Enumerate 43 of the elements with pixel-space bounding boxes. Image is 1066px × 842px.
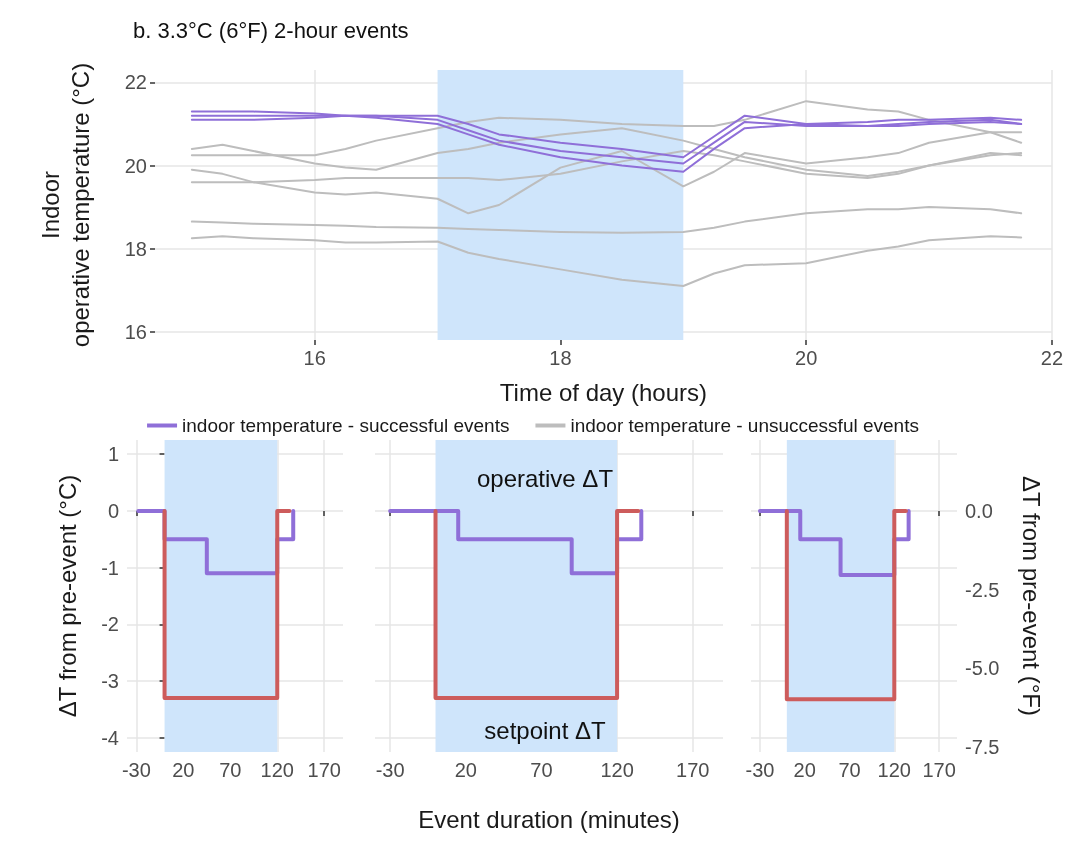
y-tick-label: -2: [101, 613, 119, 636]
y-axis-title: ΔT from pre-event (°C): [53, 474, 81, 718]
x-tick-label: 170: [307, 759, 341, 781]
y-tick-label: 20: [124, 154, 147, 177]
x-tick-label: 120: [877, 759, 911, 781]
annotation: operative ΔT: [476, 464, 614, 492]
x-tick-label: 20: [795, 347, 818, 369]
x-tick-label: 120: [600, 759, 634, 781]
y-axis-title: Indoor operative temperature (°C): [36, 62, 94, 348]
text: -7.5: [965, 736, 1000, 759]
x-tick-label: 70: [838, 759, 861, 781]
chart-title: b. 3.3°C (6°F) 2-hour events: [133, 17, 409, 43]
x-tick-label: -30: [121, 759, 151, 781]
x-tick-label: 70: [219, 759, 242, 781]
y-tick-label: -4: [101, 726, 119, 749]
legend-label: indoor temperature - successful events: [182, 415, 510, 436]
x-tick-label: 70: [530, 759, 553, 781]
y-tick-label: 18: [124, 237, 147, 260]
x-tick-label: -30: [745, 759, 775, 781]
x-tick-label: 20: [172, 759, 195, 781]
x-tick-label: 20: [793, 759, 816, 781]
x-tick-label: 16: [303, 347, 326, 369]
x-tick-label: -30: [375, 759, 405, 781]
y-tick-label: 16: [124, 320, 147, 343]
y-tick-label: -3: [101, 670, 119, 693]
x-tick-label: 20: [454, 759, 477, 781]
x-axis-title: Time of day (hours): [499, 378, 708, 406]
x-tick-label: 170: [922, 759, 956, 781]
x-axis-title: Event duration (minutes): [418, 805, 680, 833]
x-tick-label: 170: [676, 759, 710, 781]
y2-axis-title: ΔT from pre-event (°F): [1017, 476, 1045, 716]
x-tick-label: 22: [1040, 347, 1063, 369]
x-tick-label: 18: [549, 347, 572, 369]
y-tick-label: 22: [124, 71, 147, 94]
y-tick-label: 0: [107, 499, 119, 522]
text: -5.0: [965, 657, 1000, 680]
annotation: setpoint ΔT: [484, 716, 607, 744]
text: -2.5: [965, 578, 1000, 601]
x-tick-label: 120: [260, 759, 294, 781]
legend-label: indoor temperature - unsuccessful events: [570, 415, 919, 436]
y-tick-label: 1: [107, 443, 119, 466]
text: 0.0: [965, 499, 993, 522]
y-tick-label: -1: [101, 556, 119, 579]
